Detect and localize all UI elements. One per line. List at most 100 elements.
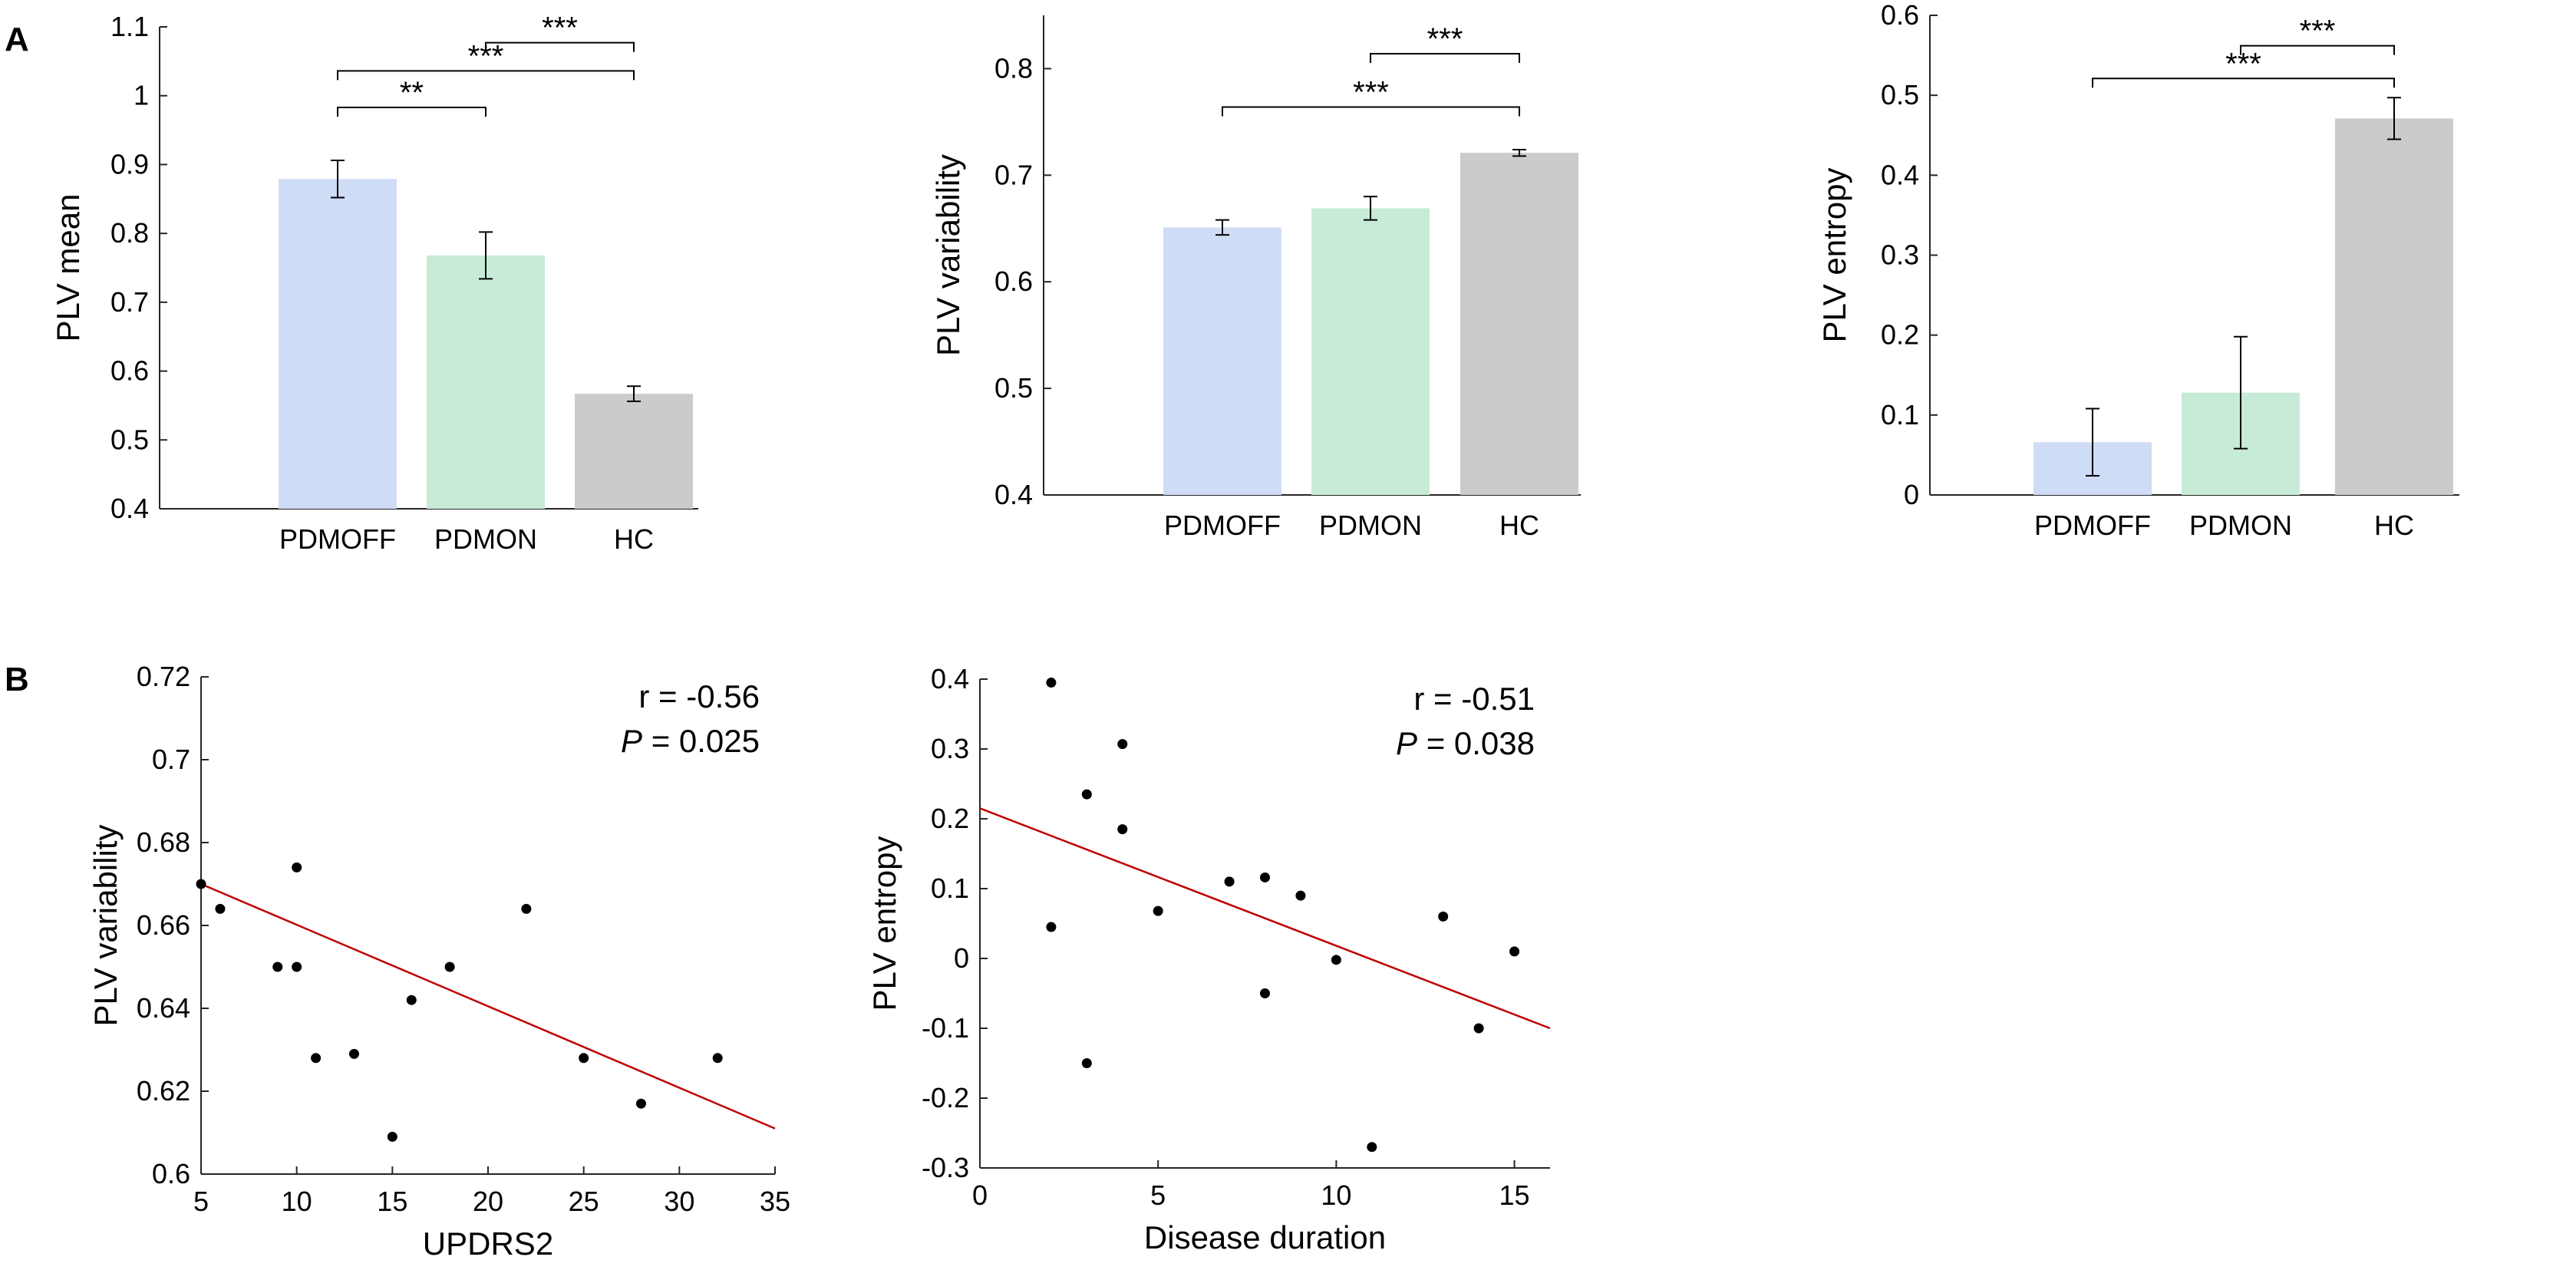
x-tick-label: 35 xyxy=(760,1186,790,1217)
significance-label: *** xyxy=(2225,47,2261,81)
y-tick-label: 0.3 xyxy=(1881,239,1919,271)
data-point xyxy=(712,1053,723,1064)
y-tick-label: 0.4 xyxy=(994,479,1033,510)
y-axis-label: PLV entropy xyxy=(1816,167,1852,342)
y-tick-label: 0 xyxy=(954,942,969,974)
x-tick-label: 20 xyxy=(473,1186,503,1217)
y-tick-label: 0.7 xyxy=(152,744,190,775)
significance-bracket xyxy=(1222,106,1520,117)
significance-bracket xyxy=(2240,45,2395,55)
x-tick-label: HC xyxy=(1499,510,1539,541)
correlation-p: P = 0.025 xyxy=(621,723,760,759)
data-point xyxy=(1331,955,1341,965)
data-point xyxy=(1046,678,1057,688)
bar-hc xyxy=(575,394,693,509)
data-point xyxy=(387,1131,397,1142)
data-point xyxy=(272,962,283,972)
y-axis-label: PLV variability xyxy=(930,154,966,356)
x-tick-label: HC xyxy=(614,523,654,555)
data-point xyxy=(1438,911,1449,922)
p-value: = 0.038 xyxy=(1417,725,1535,761)
regression-line xyxy=(979,807,1551,1030)
significance-label: *** xyxy=(2300,15,2336,48)
data-point xyxy=(292,862,302,873)
y-tick-label: 0.7 xyxy=(110,286,149,318)
x-tick-label: 10 xyxy=(282,1186,312,1217)
data-point xyxy=(196,879,206,889)
bar-pdmon xyxy=(427,255,545,509)
y-tick-label: 0.6 xyxy=(110,355,149,387)
y-tick-label: -0.2 xyxy=(922,1082,969,1113)
chart-5: -0.3 -0.2 -0.1 0 0.1 0.2 0.3 0.4 PLV entropy 0 5 10… xyxy=(866,663,1551,1255)
x-tick-label: 10 xyxy=(1321,1179,1351,1211)
p-value: = 0.025 xyxy=(642,723,760,759)
regression-line xyxy=(200,882,776,1130)
correlation-r: r = -0.51 xyxy=(1413,681,1535,717)
data-point xyxy=(1295,890,1306,901)
x-tick-label: 5 xyxy=(1150,1179,1166,1211)
significance-bracket xyxy=(337,70,635,81)
data-point xyxy=(579,1053,589,1064)
data-point xyxy=(311,1053,322,1064)
x-tick-label: 15 xyxy=(1499,1179,1530,1211)
chart-1: 0.4 0.5 0.6 0.7 0.8 0.9 1 1.1 PLV mean PDMOFF PDMO… xyxy=(50,11,698,555)
chart-3: 0 0.1 0.2 0.3 0.4 0.5 0.6 PLV entropy PDMOFF PDMO… xyxy=(1816,0,2459,541)
data-point xyxy=(1367,1142,1377,1153)
y-tick-label: 1 xyxy=(134,80,149,111)
y-tick-label: 1.1 xyxy=(110,11,149,42)
y-tick-label: 0.9 xyxy=(110,148,149,180)
significance-bracket xyxy=(1370,53,1520,63)
bar-pdmon xyxy=(1311,208,1430,495)
y-tick-label: 0.4 xyxy=(931,663,969,694)
y-tick-label: 0.7 xyxy=(994,159,1033,190)
significance-bracket xyxy=(337,106,487,117)
y-tick-label: 0.4 xyxy=(110,493,149,524)
y-axis-label: PLV entropy xyxy=(866,836,902,1011)
y-tick-label: 0.6 xyxy=(994,266,1033,297)
chart-4: 0.6 0.62 0.64 0.66 0.68 0.7 0.72 PLV variabilit… xyxy=(87,661,790,1262)
y-axis-label: PLV variability xyxy=(87,825,124,1027)
y-tick-label: 0.1 xyxy=(931,873,969,904)
data-point xyxy=(1117,739,1128,750)
y-tick-label: 0.3 xyxy=(931,733,969,764)
data-point xyxy=(635,1098,646,1109)
y-tick-label: 0.64 xyxy=(137,992,190,1024)
x-axis-label: UPDRS2 xyxy=(423,1225,553,1262)
x-tick-label: HC xyxy=(2374,510,2414,541)
bar-hc xyxy=(1460,153,1578,495)
data-point xyxy=(1081,789,1092,800)
x-tick-label: PDMOFF xyxy=(279,523,396,555)
significance-bracket xyxy=(485,41,635,52)
data-point xyxy=(1081,1058,1092,1068)
y-tick-label: 0.62 xyxy=(137,1075,190,1107)
data-point xyxy=(215,903,226,914)
significance-label: *** xyxy=(1353,75,1389,109)
y-tick-label: 0.8 xyxy=(994,52,1033,84)
bar-pdmoff xyxy=(279,179,397,510)
x-tick-label: 30 xyxy=(664,1186,694,1217)
data-point xyxy=(1260,988,1270,998)
x-tick-label: 5 xyxy=(193,1186,209,1217)
x-tick-label: PDMON xyxy=(1319,510,1422,541)
significance-label: *** xyxy=(1427,22,1463,56)
y-axis-label: PLV mean xyxy=(50,194,86,342)
y-tick-label: -0.3 xyxy=(922,1152,969,1183)
data-point xyxy=(1260,872,1270,882)
data-point xyxy=(1473,1023,1484,1034)
data-point xyxy=(348,1048,359,1059)
y-tick-label: 0.66 xyxy=(137,909,190,941)
y-tick-label: 0.6 xyxy=(152,1158,190,1189)
p-symbol: P xyxy=(621,723,642,759)
bar-pdmoff xyxy=(1163,227,1281,495)
y-tick-label: 0.2 xyxy=(931,803,969,834)
y-tick-label: 0.1 xyxy=(1881,399,1919,430)
x-tick-label: 0 xyxy=(972,1179,988,1211)
x-tick-label: 25 xyxy=(569,1186,599,1217)
x-axis-label: Disease duration xyxy=(1144,1219,1386,1255)
x-tick-label: PDMOFF xyxy=(1164,510,1281,541)
y-tick-label: 0.72 xyxy=(137,661,190,692)
data-point xyxy=(444,962,455,972)
y-tick-label: 0.4 xyxy=(1881,159,1919,190)
y-tick-label: 0.2 xyxy=(1881,319,1919,351)
